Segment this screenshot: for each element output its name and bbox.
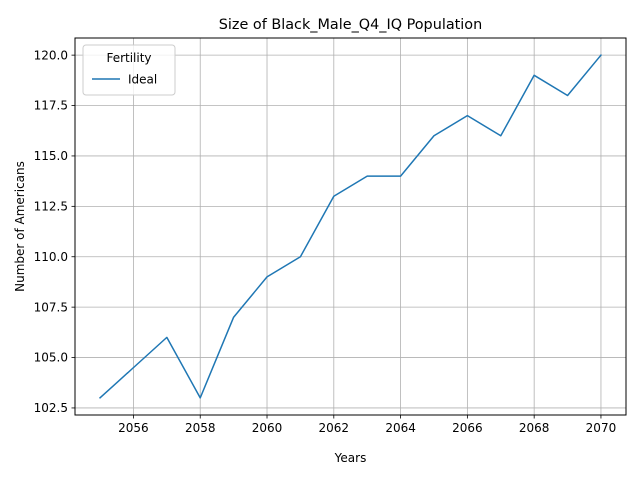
- x-tick-label: 2062: [319, 421, 350, 435]
- x-tick-label: 2070: [586, 421, 617, 435]
- x-axis-title: Years: [334, 451, 367, 465]
- series-line-0: [98, 54, 603, 399]
- y-tick-label: 110.0: [34, 250, 68, 264]
- y-tick-label: 105.0: [34, 351, 68, 365]
- legend-box: [82, 44, 176, 96]
- x-tick-label: 2060: [252, 421, 283, 435]
- y-tick-label: 112.5: [34, 200, 68, 214]
- y-tick-label: 120.0: [34, 48, 68, 62]
- legend: Fertility Ideal: [82, 44, 176, 96]
- plot-frame: [74, 37, 627, 416]
- x-tick-label: 2068: [519, 421, 550, 435]
- chart-title: Size of Black_Male_Q4_IQ Population: [219, 17, 482, 33]
- series-layer: [98, 54, 603, 399]
- legend-title: Fertility: [106, 51, 151, 65]
- y-tick-label: 107.5: [34, 300, 68, 314]
- y-tick-label: 117.5: [34, 99, 68, 113]
- x-tick-label: 2058: [185, 421, 216, 435]
- y-axis-title: Number of Americans: [13, 161, 27, 292]
- grid: [75, 38, 626, 415]
- x-tick-label: 2066: [452, 421, 483, 435]
- y-tick-label: 115.0: [34, 149, 68, 163]
- ticks: 2056 2058 2060 2062 2064 2066 2068 2070 102.5 105…: [34, 48, 617, 435]
- x-tick-label: 2064: [385, 421, 416, 435]
- legend-label: Ideal: [128, 73, 157, 87]
- x-tick-label: 2056: [118, 421, 149, 435]
- y-tick-label: 102.5: [34, 401, 68, 415]
